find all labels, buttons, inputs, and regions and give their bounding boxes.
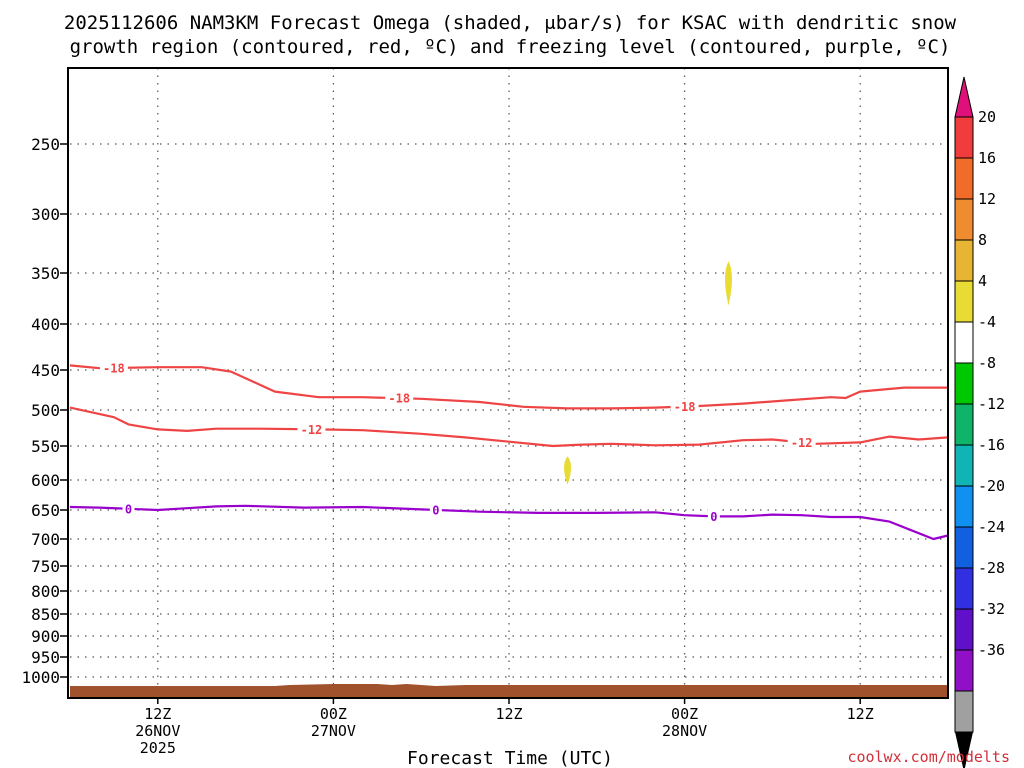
colorbar-label-12: -32: [978, 600, 1005, 618]
colorbar-label-13: -36: [978, 641, 1005, 659]
colorbar-bottom-arrow: [955, 732, 973, 768]
x-tick-label-42-1: 28NOV: [662, 722, 707, 740]
x-tick-label-18-0: 00Z: [320, 705, 347, 723]
colorbar-label-0: 20: [978, 108, 996, 126]
colorbar-swatch-14: [954, 690, 974, 733]
colorbar-label-2: 12: [978, 190, 996, 208]
ground-fill: [70, 684, 948, 698]
colorbar-swatch-7: [954, 403, 974, 446]
y-tick-label-850: 850: [31, 605, 60, 624]
omega-blob-0: [725, 261, 732, 306]
contour-label-bg-2-0: [122, 500, 135, 517]
contour-label-bg-2-1: [429, 502, 442, 518]
y-tick-label-500: 500: [31, 401, 60, 420]
plot-frame: [67, 67, 949, 699]
colorbar-label-7: -12: [978, 395, 1005, 413]
colorbar-label-3: 8: [978, 231, 987, 249]
contour-label-1-1: -12: [791, 436, 813, 450]
x-tick-label-42-0: 00Z: [671, 705, 698, 723]
y-tick-label-600: 600: [31, 471, 60, 490]
contour-label-2-1: 0: [432, 504, 439, 518]
colorbar-label-8: -16: [978, 436, 1005, 454]
colorbar-top-arrow: [954, 76, 974, 118]
x-tick-label-18-1: 27NOV: [311, 722, 356, 740]
colorbar-label-11: -28: [978, 559, 1005, 577]
colorbar-swatch-1: [954, 157, 974, 200]
contour-line-2: [69, 504, 949, 541]
contour-label-bg-0-1: [385, 390, 414, 407]
colorbar-label-6: -8: [978, 354, 996, 372]
colorbar-label-4: 4: [978, 272, 987, 290]
contour-label-bg-1-1: [787, 434, 816, 451]
y-tick-label-550: 550: [31, 437, 60, 456]
contour-line-0: [69, 364, 948, 410]
y-tick-label-300: 300: [31, 205, 60, 224]
colorbar-swatch-13: [954, 649, 974, 692]
contour-label-2-0: 0: [125, 502, 132, 516]
y-tick-label-950: 950: [31, 648, 60, 667]
colorbar-swatch-5: [954, 321, 974, 364]
contour-label-bg-0-2: [670, 398, 699, 415]
colorbar-swatch-6: [954, 362, 974, 405]
title-line-2: growth region (contoured, red, ºC) and f…: [70, 36, 951, 58]
y-tick-label-900: 900: [31, 627, 60, 646]
colorbar-label-10: -24: [978, 518, 1005, 536]
title-line-1: 2025112606 NAM3KM Forecast Omega (shaded…: [64, 12, 957, 34]
colorbar-label-1: 16: [978, 149, 996, 167]
credit-text: coolwx.com/modelts: [847, 748, 1010, 766]
pressure-axis: 250 300 350 400 450 500 550 600 650 700 750 800 850 9…: [21, 135, 68, 687]
y-tick-label-800: 800: [31, 582, 60, 601]
colorbar-swatch-4: [954, 280, 974, 323]
contour-label-1-0: -12: [301, 423, 323, 437]
y-tick-label-400: 400: [31, 315, 60, 334]
x-tick-label-30-0: 12Z: [495, 705, 522, 723]
omega-blob-1: [564, 456, 572, 485]
y-tick-label-750: 750: [31, 557, 60, 576]
contour-label-bg-2-2: [707, 508, 720, 525]
contour-label-0-1: -18: [388, 392, 410, 406]
omega-shading: [564, 261, 732, 485]
contour-series: -18 -18 -18 -12 -12 0 0 0: [69, 359, 949, 541]
contour-label-bg-0-0: [99, 359, 128, 376]
contour-label-0-0: -18: [103, 361, 125, 375]
x-tick-label-6-0: 12Z: [144, 705, 171, 723]
colorbar-label-5: -4: [978, 313, 996, 331]
x-tick-label-54-0: 12Z: [847, 705, 874, 723]
colorbar-swatch-3: [954, 239, 974, 282]
x-tick-label-6-2: 2025: [140, 739, 176, 757]
colorbar-swatch-0: [954, 116, 974, 159]
chart-title: 2025112606 NAM3KM Forecast Omega (shaded…: [64, 12, 957, 58]
x-tick-label-6-1: 26NOV: [135, 722, 180, 740]
y-tick-label-350: 350: [31, 264, 60, 283]
colorbar-swatch-12: [954, 608, 974, 651]
colorbar-swatch-11: [954, 567, 974, 610]
contour-label-bg-1-0: [297, 421, 326, 438]
x-axis-label: Forecast Time (UTC): [407, 748, 613, 768]
ground-surface: [70, 684, 948, 698]
y-tick-label-1000: 1000: [21, 668, 60, 687]
contour-label-0-2: -18: [674, 400, 696, 414]
contour-line-1: [69, 406, 949, 448]
y-tick-label-700: 700: [31, 530, 60, 549]
grid-lines: [70, 68, 948, 698]
y-tick-label-650: 650: [31, 501, 60, 520]
colorbar-swatch-10: [954, 526, 974, 569]
colorbar-swatch-2: [954, 198, 974, 241]
colorbar-swatch-9: [954, 485, 974, 528]
colorbar-label-9: -20: [978, 477, 1005, 495]
colorbar-swatch-8: [954, 444, 974, 487]
y-tick-label-450: 450: [31, 361, 60, 380]
colorbar: 20 16 12 8 4 -4 -8 -12 -16 -20 -24 -28 -32 -36: [954, 76, 1005, 768]
contour-label-2-2: 0: [710, 510, 717, 524]
y-tick-label-250: 250: [31, 135, 60, 154]
